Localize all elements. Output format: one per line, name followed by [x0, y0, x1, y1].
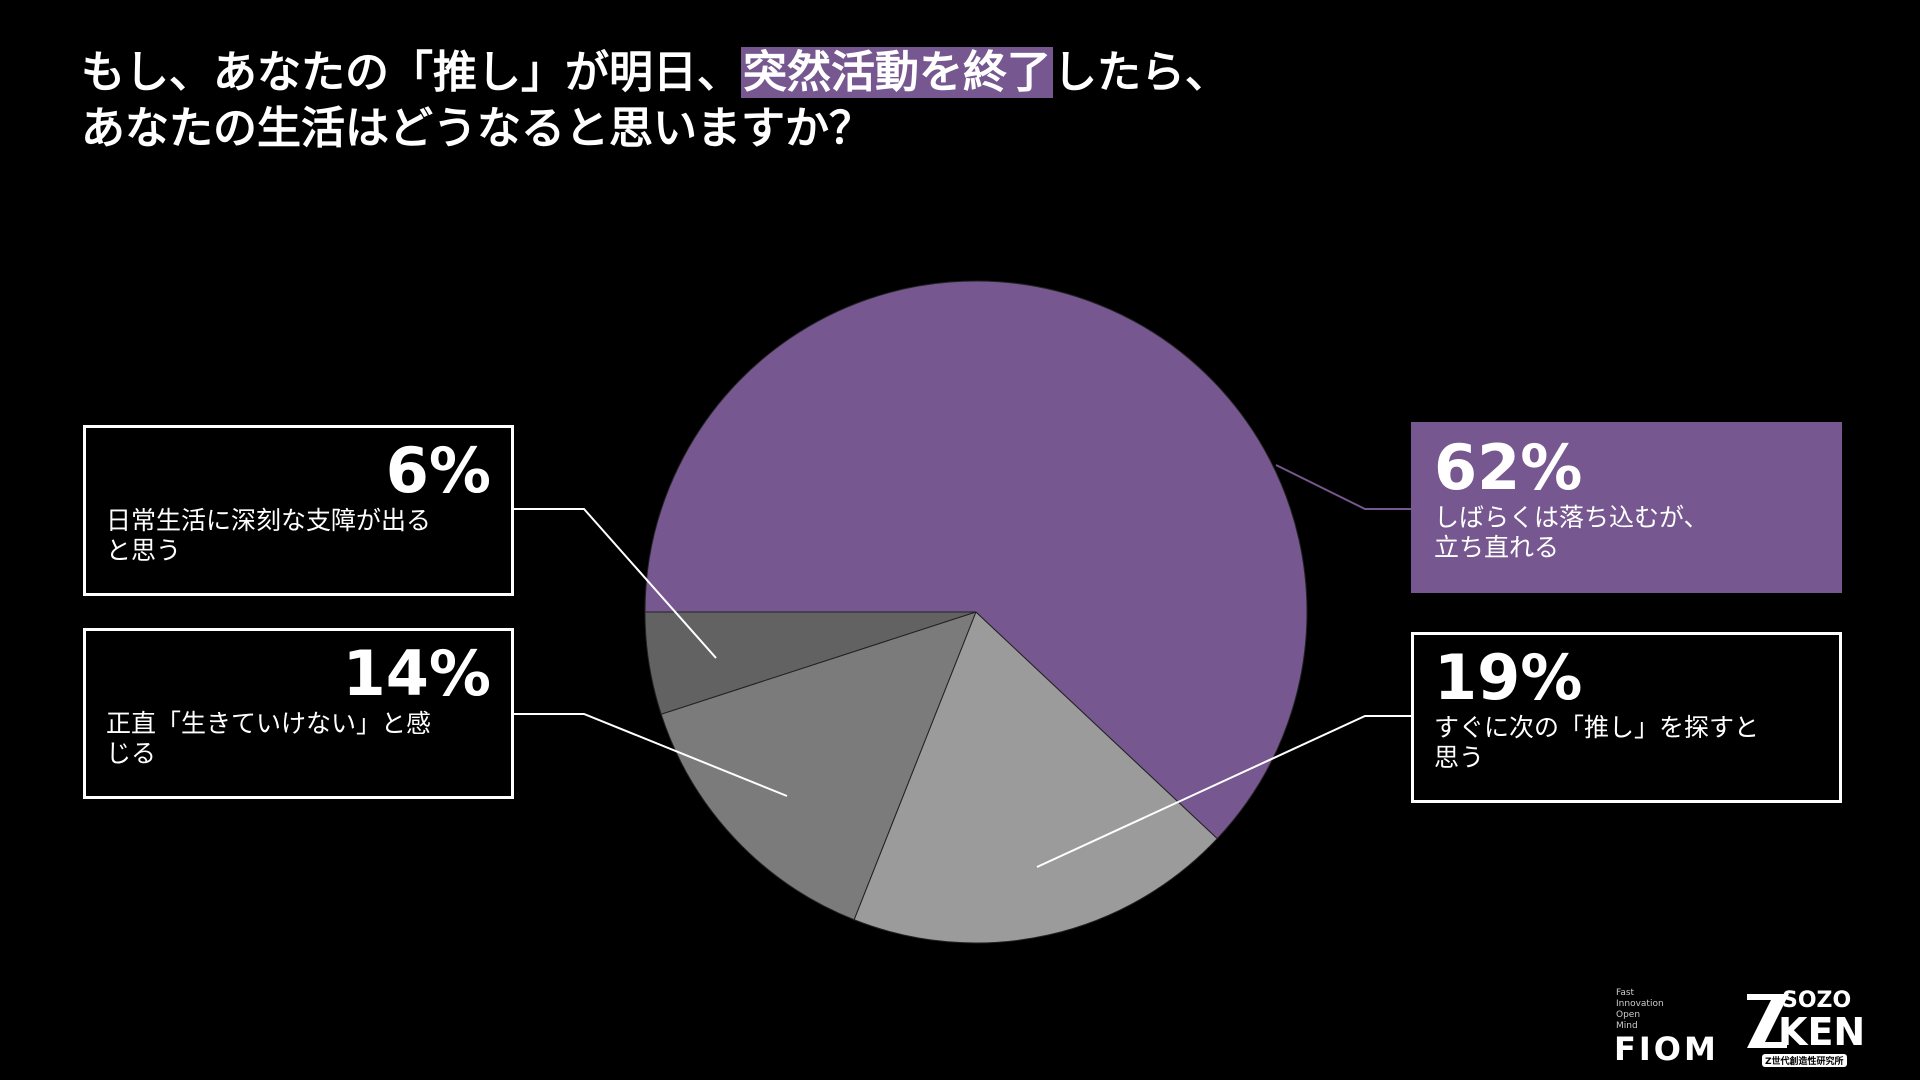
fiom-word: Mind — [1616, 1021, 1638, 1031]
category-label: 思う — [1434, 743, 1485, 772]
pie-slice — [644, 280, 1308, 840]
ken-logo: KEN — [1778, 1010, 1866, 1054]
category-label: 立ち直れる — [1434, 533, 1560, 562]
title-line: あなたの生活はどうなると思いますか？ — [81, 101, 873, 157]
category-label: すぐに次の「推し」を探すと — [1434, 713, 1760, 742]
title-text: あなたの生活はどうなると思いますか？ — [81, 103, 873, 154]
category-label: と思う — [106, 536, 182, 565]
label-box: 62% しばらくは落ち込むが、 立ち直れる — [1411, 422, 1842, 593]
title-line: もし、あなたの「推し」が明日、突然活動を終了したら、 — [81, 45, 1229, 101]
fiom-word: Fast — [1616, 988, 1635, 998]
title-text: したら、 — [1053, 47, 1229, 98]
label-box: 14% 正直「生きていけない」と感 じる — [83, 628, 514, 799]
fiom-word: Open — [1616, 1010, 1641, 1020]
leader-line — [514, 713, 788, 797]
category-label: 日常生活に深刻な支障が出る — [106, 506, 432, 535]
category-label: じる — [106, 739, 157, 768]
institute: Z世代創造性研究所 — [1762, 1054, 1847, 1067]
sozo-logo: SOZO — [1782, 988, 1852, 1013]
label-box: 6% 日常生活に深刻な支障が出る と思う — [83, 425, 514, 596]
value-label: 62% — [1434, 431, 1583, 504]
z-logo — [1747, 994, 1789, 1048]
value-label: 6% — [385, 434, 491, 507]
leader-line — [514, 508, 717, 659]
pie-slice — [853, 611, 1218, 944]
category-label: しばらくは落ち込むが、 — [1434, 503, 1709, 532]
value-label: 14% — [342, 637, 491, 710]
leader-line — [1036, 715, 1411, 868]
category-label: 正直「生きていけない」と感 — [106, 709, 432, 738]
pie-slice — [660, 611, 977, 921]
fiom-logo: FIOM — [1614, 1030, 1719, 1068]
title-text: 突然活動を終了 — [741, 47, 1053, 98]
label-box: 19% すぐに次の「推し」を探すと 思う — [1411, 632, 1842, 803]
value-label: 19% — [1434, 641, 1583, 714]
fiom-words: Fast Innovation Open Mind — [1616, 988, 1664, 1032]
fiom-word: Innovation — [1616, 999, 1664, 1009]
title-text: もし、あなたの「推し」が明日、 — [81, 47, 741, 98]
leader-line — [1275, 464, 1411, 510]
